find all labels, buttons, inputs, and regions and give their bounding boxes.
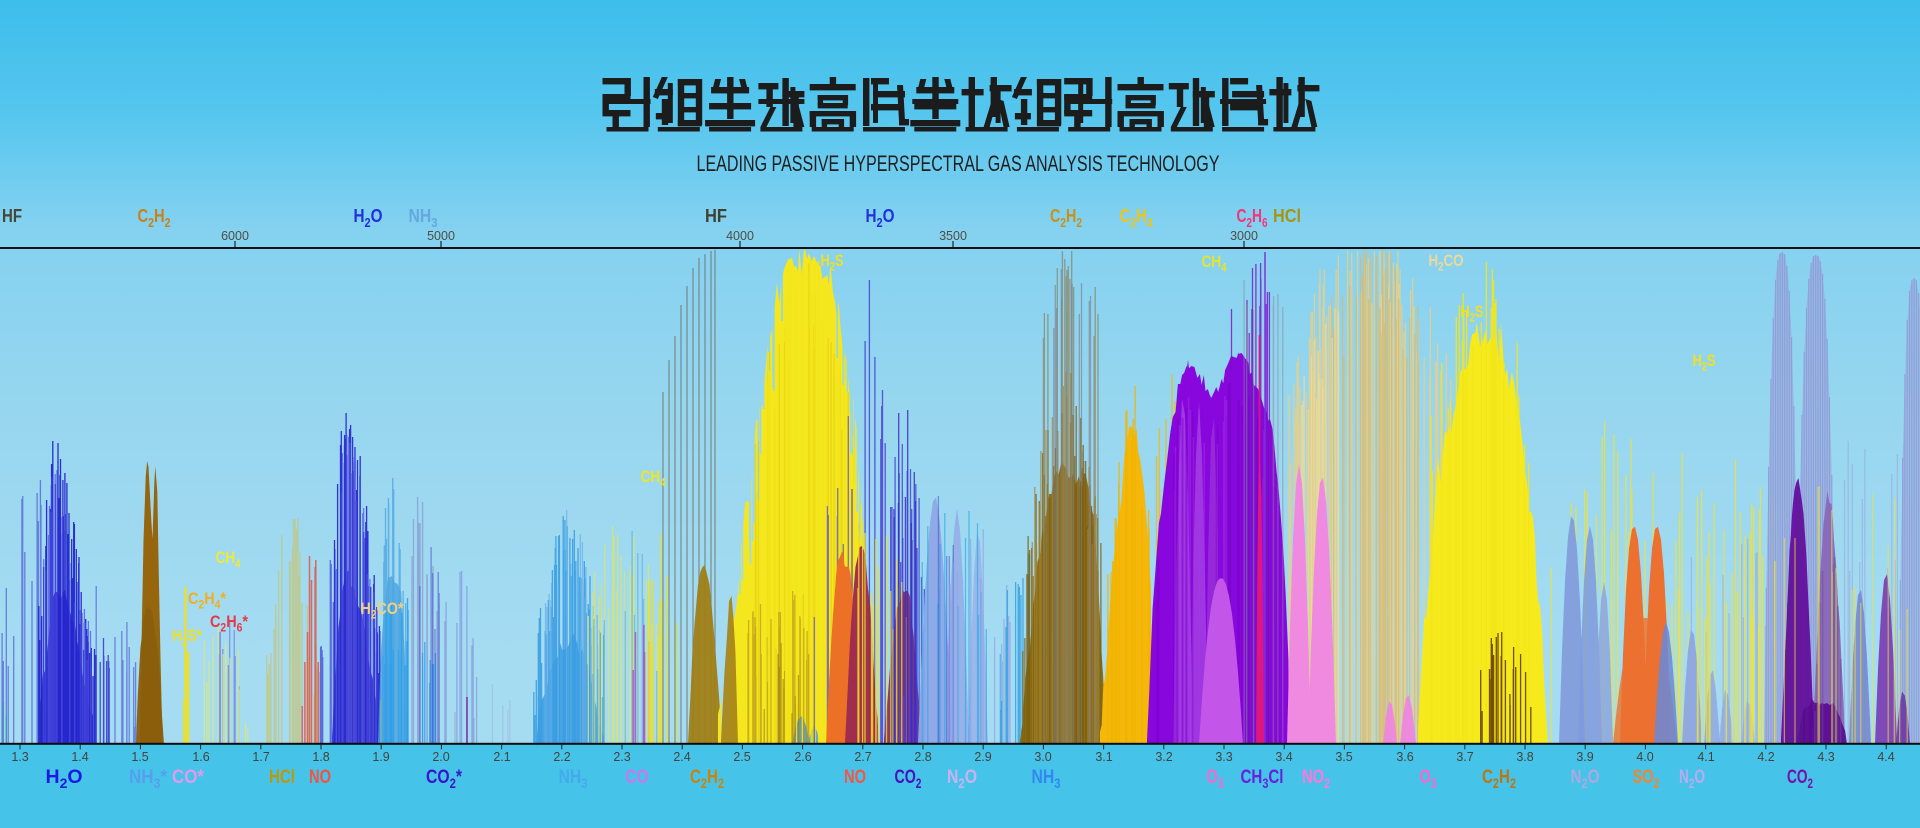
svg-text:5000: 5000 xyxy=(427,229,455,243)
svg-text:3.0: 3.0 xyxy=(1034,750,1051,764)
svg-text:3.7: 3.7 xyxy=(1456,750,1473,764)
svg-text:H2S: H2S xyxy=(1692,353,1715,374)
svg-text:2.6: 2.6 xyxy=(794,750,811,764)
svg-text:HF: HF xyxy=(2,206,22,227)
svg-text:HCl: HCl xyxy=(1273,205,1301,226)
svg-text:4.2: 4.2 xyxy=(1757,750,1774,764)
svg-text:HCl: HCl xyxy=(269,765,295,787)
svg-text:3.9: 3.9 xyxy=(1576,750,1593,764)
svg-text:2.9: 2.9 xyxy=(974,750,991,764)
svg-text:H2S: H2S xyxy=(820,253,843,274)
svg-text:3000: 3000 xyxy=(1230,229,1258,243)
svg-text:CO2*: CO2* xyxy=(426,765,462,791)
svg-text:LEADING PASSIVE HYPERSPECTRAL: LEADING PASSIVE HYPERSPECTRAL GAS ANALYS… xyxy=(697,151,1220,176)
svg-text:2.0: 2.0 xyxy=(432,750,449,764)
svg-text:H2S*: H2S* xyxy=(172,627,202,649)
svg-text:3.3: 3.3 xyxy=(1215,750,1232,764)
svg-text:CO: CO xyxy=(626,765,649,787)
svg-text:CH3Cl: CH3Cl xyxy=(1241,765,1284,791)
svg-text:NO: NO xyxy=(309,765,331,788)
svg-text:NH3*: NH3* xyxy=(129,765,168,791)
svg-text:CH4: CH4 xyxy=(1201,253,1226,275)
svg-text:3500: 3500 xyxy=(939,229,967,243)
svg-text:2.5: 2.5 xyxy=(733,750,750,764)
svg-text:CH4: CH4 xyxy=(215,549,240,571)
svg-text:1.4: 1.4 xyxy=(71,750,88,764)
svg-text:1.9: 1.9 xyxy=(372,750,389,764)
svg-text:4.0: 4.0 xyxy=(1636,750,1653,764)
svg-text:4000: 4000 xyxy=(726,229,754,243)
svg-text:CO*: CO* xyxy=(172,765,205,787)
svg-text:O3: O3 xyxy=(0,765,2,792)
svg-text:C2H6: C2H6 xyxy=(1236,206,1267,230)
svg-text:1.8: 1.8 xyxy=(312,750,329,764)
svg-text:6000: 6000 xyxy=(221,229,249,243)
svg-text:2.3: 2.3 xyxy=(613,750,630,764)
svg-text:3.2: 3.2 xyxy=(1155,750,1172,764)
svg-text:2.2: 2.2 xyxy=(553,750,570,764)
svg-text:3.6: 3.6 xyxy=(1396,750,1413,764)
svg-text:2.7: 2.7 xyxy=(854,750,871,764)
svg-text:2.8: 2.8 xyxy=(914,750,931,764)
svg-text:4.1: 4.1 xyxy=(1697,750,1714,764)
svg-text:1.6: 1.6 xyxy=(192,750,209,764)
svg-text:NO: NO xyxy=(844,765,866,788)
svg-text:CH4: CH4 xyxy=(640,468,665,490)
svg-text:3.4: 3.4 xyxy=(1275,750,1292,764)
svg-text:H2O: H2O xyxy=(865,206,894,230)
svg-text:N2O: N2O xyxy=(1570,765,1599,791)
svg-text:3.1: 3.1 xyxy=(1095,750,1112,764)
svg-text:2.4: 2.4 xyxy=(673,750,690,764)
svg-text:3.8: 3.8 xyxy=(1516,750,1533,764)
svg-text:2.1: 2.1 xyxy=(493,750,510,764)
svg-text:HF: HF xyxy=(705,205,727,226)
svg-text:4.4: 4.4 xyxy=(1877,750,1894,764)
svg-text:H2CO: H2CO xyxy=(1428,252,1463,274)
svg-text:1.7: 1.7 xyxy=(252,750,269,764)
svg-text:4.3: 4.3 xyxy=(1817,750,1834,764)
svg-text:H2S: H2S xyxy=(1460,304,1483,325)
svg-text:1.3: 1.3 xyxy=(11,750,28,764)
svg-text:3.5: 3.5 xyxy=(1335,750,1352,764)
svg-text:1.5: 1.5 xyxy=(131,750,148,764)
